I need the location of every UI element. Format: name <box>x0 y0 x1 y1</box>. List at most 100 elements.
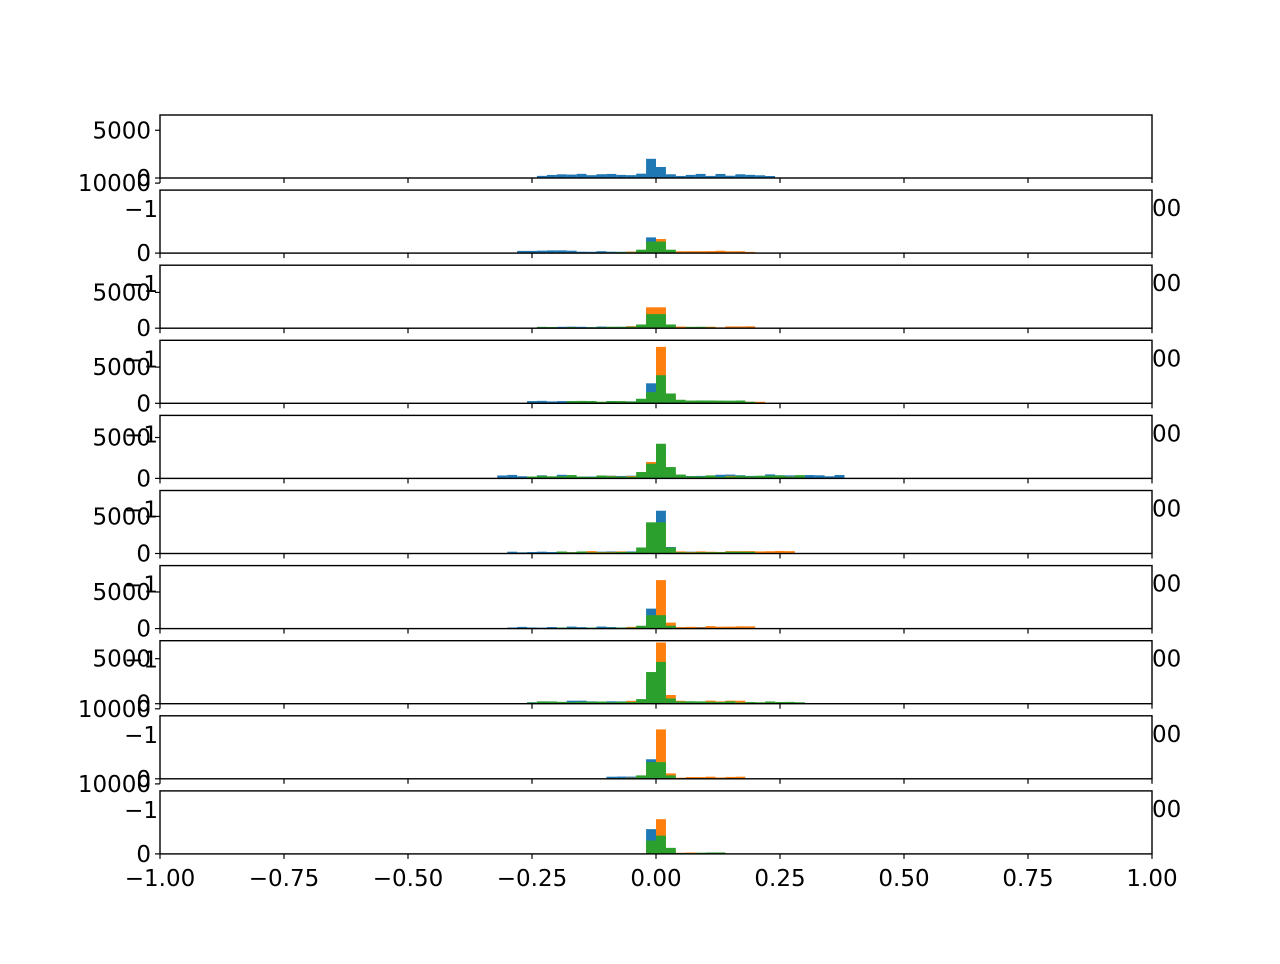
histogram-bar-C2 <box>794 702 805 704</box>
histogram-bar-C2 <box>685 701 696 704</box>
histogram-bar-C2 <box>784 701 795 704</box>
histogram-bar-C0 <box>675 175 686 178</box>
histogram-bar-C0 <box>586 175 597 178</box>
histogram-bar-C2 <box>606 476 617 479</box>
x-tick-label: 0.75 <box>1002 866 1053 892</box>
histogram-bar-C0 <box>685 174 696 178</box>
histogram-bar-C2 <box>725 701 736 704</box>
twin-axis-tick-label: 00 <box>1152 196 1181 222</box>
twin-axis-tick-label: −1 <box>124 347 158 373</box>
histogram-bar-C2 <box>576 551 587 554</box>
histogram-bar-C2 <box>566 401 577 404</box>
y-tick-label: 5000 <box>92 425 151 451</box>
histogram-bar-C2 <box>715 476 726 479</box>
histogram-bar-C2 <box>596 475 607 479</box>
histogram-bar-C2 <box>705 400 716 404</box>
y-tick-label: 0 <box>136 542 151 568</box>
histogram-bar-C2 <box>735 551 746 554</box>
histogram-bar-C0 <box>606 173 617 178</box>
histogram-bar-C2 <box>606 702 617 704</box>
histogram-bar-C0 <box>656 166 666 178</box>
histogram-bar-C0 <box>566 626 577 629</box>
histogram-bar-C2 <box>755 702 766 704</box>
histogram-bar-C0 <box>507 551 518 554</box>
histogram-bar-C2 <box>745 401 756 404</box>
histogram-bar-C2 <box>765 475 776 479</box>
histogram-bar-C2 <box>656 661 666 704</box>
y-tick-label: 0 <box>136 767 151 793</box>
histogram-bar-C0 <box>536 175 547 178</box>
histogram-bar-C2 <box>656 522 666 554</box>
histogram-bar-C2 <box>636 775 647 779</box>
histogram-bar-C2 <box>784 476 795 479</box>
histogram-bar-C0 <box>695 173 706 178</box>
subplot-5: 0 5000−1 00 <box>92 414 1181 492</box>
twin-axis-tick-label: −1 <box>124 573 158 599</box>
histogram-bar-C0 <box>755 175 766 178</box>
y-tick-label: 10000 <box>78 697 151 723</box>
histogram-bar-C2 <box>616 701 627 704</box>
histogram-bar-C2 <box>556 701 567 704</box>
histogram-bar-C0 <box>735 174 746 178</box>
histogram-bar-C0 <box>556 174 567 178</box>
histogram-bar-C2 <box>665 698 676 704</box>
histogram-bar-C2 <box>685 476 696 479</box>
histogram-bar-C2 <box>606 326 617 329</box>
histogram-bar-C2 <box>656 443 666 479</box>
histogram-bar-C1 <box>745 326 756 329</box>
subplot-4: 0 5000−1 00 <box>92 339 1181 417</box>
y-tick-label: 5000 <box>92 580 151 606</box>
histogram-bar-C0 <box>596 626 607 629</box>
histogram-bar-C2 <box>685 400 696 404</box>
histogram-bar-C2 <box>646 314 656 329</box>
twin-axis-tick-label: 00 <box>1152 572 1181 598</box>
y-tick-label: 10000 <box>78 171 151 197</box>
histogram-bar-C2 <box>616 551 627 554</box>
histogram-bar-C1 <box>755 401 766 404</box>
histogram-bar-C1 <box>745 626 756 629</box>
subplot-6: 0 5000−1 00 <box>92 489 1181 568</box>
histogram-bar-C2 <box>626 476 637 479</box>
twin-axis-tick-label: −1 <box>124 723 158 749</box>
histogram-bar-C1 <box>784 551 795 554</box>
histogram-bar-C1 <box>775 550 785 554</box>
histogram-bar-C2 <box>705 852 716 854</box>
histogram-bar-C0 <box>824 476 835 479</box>
histogram-bar-C1 <box>675 326 686 329</box>
histogram-bar-C2 <box>675 701 686 704</box>
histogram-bar-C2 <box>636 324 647 329</box>
histogram-bar-C0 <box>636 173 647 178</box>
twin-axis-tick-label: −1 <box>124 272 158 298</box>
twin-axis-tick-label: 00 <box>1152 346 1181 372</box>
x-tick-label: −0.25 <box>497 866 567 892</box>
histogram-bar-C0 <box>536 250 547 254</box>
histogram-bar-C1 <box>725 326 736 329</box>
histogram-bar-C2 <box>695 701 706 704</box>
histogram-bar-C1 <box>705 251 716 254</box>
x-tick-label: −0.50 <box>373 866 443 892</box>
histogram-bar-C2 <box>656 375 666 404</box>
histogram-bar-C0 <box>705 175 716 178</box>
histogram-bar-C0 <box>556 250 567 254</box>
histogram-bar-C1 <box>735 626 746 629</box>
histogram-bar-C2 <box>626 401 637 404</box>
histogram-bar-C2 <box>586 401 597 404</box>
histogram-bar-C2 <box>665 324 676 329</box>
histogram-bar-C2 <box>656 314 666 329</box>
x-tick-label: 0.50 <box>878 866 929 892</box>
histogram-bar-C2 <box>705 701 716 704</box>
histogram-bar-C2 <box>556 551 567 554</box>
histogram-bar-C1 <box>675 627 686 629</box>
histogram-bar-C2 <box>725 551 736 554</box>
histogram-bar-C2 <box>626 326 637 329</box>
histogram-bar-C1 <box>685 251 696 254</box>
histogram-bar-C2 <box>745 701 756 704</box>
twin-axis-tick-label: 00 <box>1152 797 1181 823</box>
histogram-bar-C2 <box>715 852 726 854</box>
histogram-bar-C2 <box>705 475 716 479</box>
x-tick-label: −1.00 <box>125 866 195 892</box>
histogram-bar-C2 <box>665 467 676 479</box>
